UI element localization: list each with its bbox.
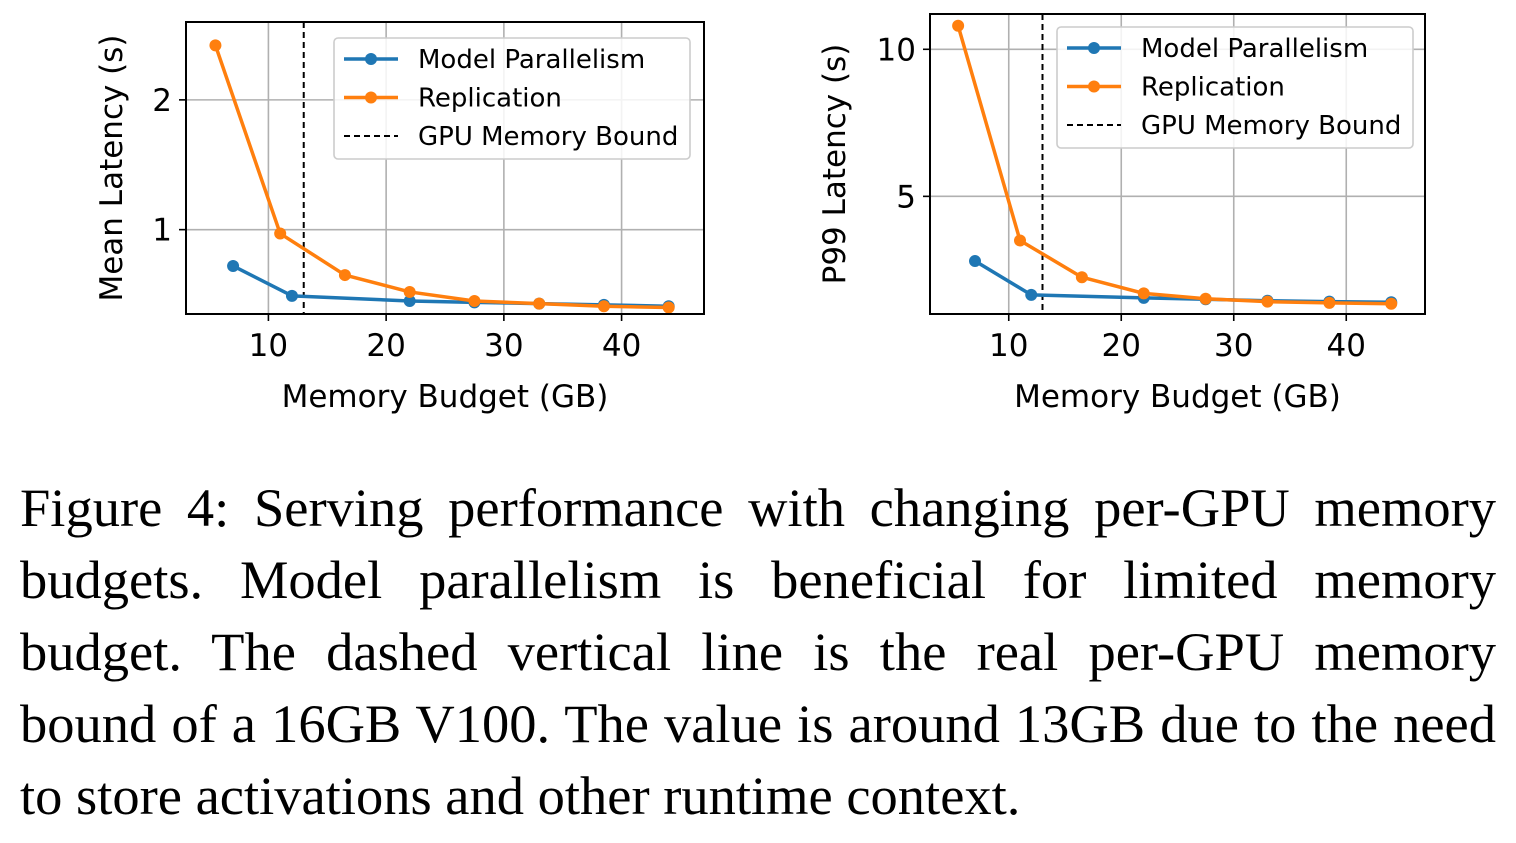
series-line-replication (956, 25, 1392, 306)
x-axis-title: Memory Budget (GB) (282, 379, 609, 415)
data-point-replication (1261, 295, 1274, 308)
data-point-replication (1385, 297, 1398, 310)
y-tick-label: 2 (152, 83, 172, 119)
legend-label: GPU Memory Bound (1141, 111, 1401, 141)
x-tick-label: 10 (989, 328, 1028, 364)
data-point-replication (1323, 296, 1336, 309)
data-point-replication (338, 269, 351, 282)
x-tick-label: 20 (1102, 328, 1141, 364)
data-point-replication (1014, 234, 1026, 247)
chart-panel-2: 10 20 30 40 5 10 Memory Budget (GB) P99 Latency… (817, 13, 1426, 415)
data-point-replication (662, 301, 675, 314)
data-point-replication (403, 285, 416, 298)
x-tick-label: 10 (249, 328, 288, 364)
legend-label: Model Parallelism (1141, 34, 1368, 64)
legend: Model Parallelism Replication GPU Memory B… (1056, 26, 1414, 149)
legend-label: Model Parallelism (418, 45, 645, 75)
legend-label: Replication (1141, 73, 1285, 103)
data-point-model-parallelism (1025, 288, 1038, 301)
x-tick-label: 20 (366, 328, 405, 364)
legend-swatch-marker (365, 53, 377, 65)
data-point-model-parallelism (969, 255, 981, 268)
data-point-replication (1137, 287, 1150, 300)
data-point-replication (1199, 292, 1212, 305)
data-point-replication (533, 297, 546, 310)
y-axis-title: P99 Latency (s) (817, 44, 853, 285)
data-point-model-parallelism (227, 259, 240, 272)
legend-box (333, 37, 691, 160)
legend-label: Replication (418, 84, 562, 114)
data-point-replication (274, 227, 287, 240)
y-tick-label: 10 (877, 32, 916, 68)
x-tick-label: 30 (1214, 328, 1253, 364)
series-line-replication (213, 44, 669, 310)
legend-swatch-marker (1088, 80, 1100, 93)
chart-panel-1: 10 20 30 40 1 2 Memory Budget (GB) Mean Latency… (94, 21, 705, 415)
x-tick-label: 40 (1327, 328, 1366, 364)
y-tick-label: 1 (152, 213, 172, 249)
data-point-replication (952, 19, 965, 32)
y-axis-title: Mean Latency (s) (94, 34, 130, 301)
figure-caption: Figure 4: Serving performance with chang… (20, 477, 1496, 826)
axes-frame (185, 21, 705, 315)
legend-swatch-marker (365, 91, 377, 104)
data-point-model-parallelism (403, 295, 416, 308)
data-point-replication (209, 39, 222, 52)
legend: Model Parallelism Replication GPU Memory B… (333, 37, 691, 160)
legend-swatch-marker (1088, 42, 1100, 54)
figure-canvas: 10 20 30 40 1 2 Memory Budget (GB) Mean Latency… (94, 13, 1426, 415)
legend-label: GPU Memory Bound (418, 122, 678, 152)
legend-box (1056, 26, 1414, 149)
x-axis-title: Memory Budget (GB) (1014, 379, 1341, 415)
data-point-replication (1075, 271, 1088, 284)
axes-frame (929, 13, 1426, 315)
y-tick-label: 5 (896, 179, 916, 215)
data-point-model-parallelism (285, 289, 298, 302)
x-tick-label: 40 (602, 328, 641, 364)
data-point-replication (468, 295, 481, 308)
x-tick-label: 30 (484, 328, 523, 364)
data-point-replication (597, 300, 610, 313)
